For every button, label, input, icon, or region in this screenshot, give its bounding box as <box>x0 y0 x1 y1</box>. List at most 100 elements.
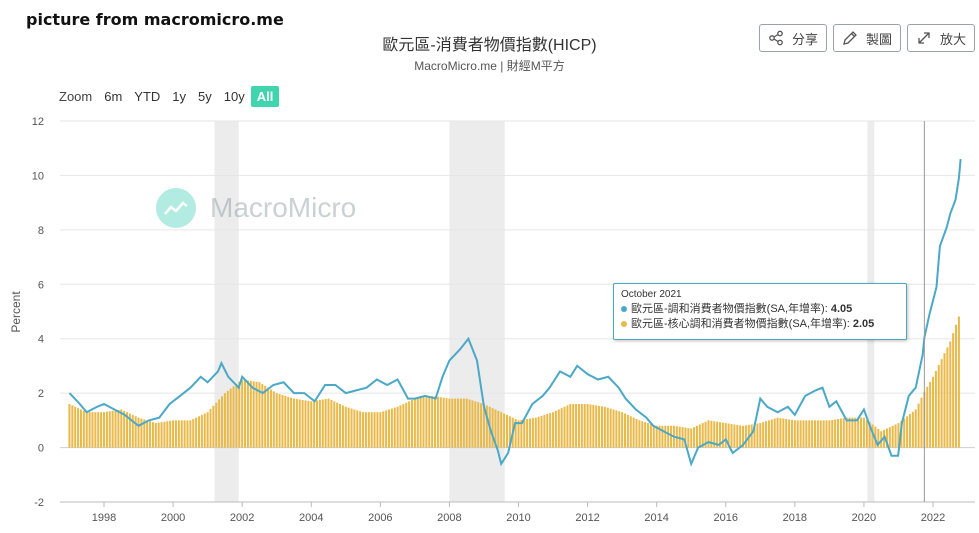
x-tick-label: 2000 <box>161 512 185 524</box>
core-hicp-bar <box>517 420 520 448</box>
core-hicp-bar <box>701 423 704 448</box>
core-hicp-bar <box>396 406 399 448</box>
core-hicp-bar <box>505 414 508 448</box>
core-hicp-bar <box>851 417 854 448</box>
core-hicp-bar <box>520 419 523 448</box>
core-hicp-bar <box>287 396 290 448</box>
core-hicp-bar <box>410 399 414 448</box>
y-tick-label: 12 <box>32 116 44 128</box>
core-hicp-bar <box>111 410 114 448</box>
core-hicp-bar <box>252 381 255 448</box>
core-hicp-bar <box>485 405 488 448</box>
core-hicp-bar <box>606 407 609 448</box>
core-hicp-bar <box>822 420 825 448</box>
core-hicp-bar <box>644 422 647 448</box>
watermark-text: MacroMicro <box>210 192 357 223</box>
core-hicp-bar <box>393 407 396 448</box>
core-hicp-bar <box>474 401 477 448</box>
core-hicp-bar <box>465 398 468 448</box>
core-hicp-bar <box>169 420 172 448</box>
core-hicp-bar <box>471 400 474 448</box>
core-hicp-bar <box>684 427 687 448</box>
range-button-all[interactable]: All <box>250 86 280 107</box>
core-hicp-bar <box>831 419 834 448</box>
core-hicp-bar <box>275 393 278 448</box>
tooltip-date: October 2021 <box>621 289 682 300</box>
core-hicp-bar <box>218 399 221 448</box>
core-hicp-bar <box>857 417 860 448</box>
core-hicp-bar <box>131 414 134 448</box>
core-hicp-bar <box>382 411 385 448</box>
core-hicp-bar <box>128 413 131 448</box>
core-hicp-bar <box>390 408 393 448</box>
y-tick-label: -2 <box>34 497 44 509</box>
core-hicp-bar <box>459 398 462 448</box>
range-button-5y[interactable]: 5y <box>198 89 212 104</box>
core-hicp-bar <box>767 420 770 448</box>
core-hicp-bar <box>678 426 681 448</box>
core-hicp-bar <box>367 412 370 448</box>
core-hicp-bar <box>151 422 154 448</box>
core-hicp-bar <box>894 424 897 448</box>
core-hicp-bar <box>802 420 805 448</box>
core-hicp-bar <box>255 381 258 448</box>
tooltip-series-label: 歐元區-核心調和消費者物價指數(SA,年增率): <box>631 318 853 330</box>
core-hicp-bar <box>931 376 935 448</box>
core-hicp-bar <box>707 420 710 448</box>
core-hicp-bar <box>451 398 454 448</box>
core-hicp-bar <box>514 418 517 448</box>
core-hicp-bar <box>837 418 840 448</box>
range-button-1y[interactable]: 1y <box>172 89 187 104</box>
core-hicp-bar <box>661 425 664 448</box>
core-hicp-bar <box>811 420 814 448</box>
core-hicp-bar <box>687 428 690 448</box>
range-button-6m[interactable]: 6m <box>104 89 123 104</box>
core-hicp-bar <box>655 425 658 448</box>
core-hicp-bar <box>163 421 166 448</box>
core-hicp-bar <box>632 417 635 448</box>
core-hicp-bar <box>949 341 952 448</box>
core-hicp-bar <box>126 412 129 448</box>
core-hicp-bar <box>537 416 540 448</box>
core-hicp-bar <box>166 421 169 448</box>
core-hicp-bar <box>603 406 606 448</box>
core-hicp-bar <box>347 407 350 448</box>
core-hicp-bar <box>209 409 212 448</box>
core-hicp-bar <box>693 427 696 448</box>
core-hicp-bar <box>554 410 557 448</box>
core-hicp-bar <box>854 417 857 448</box>
y-tick-label: 0 <box>38 443 44 455</box>
core-hicp-bar <box>908 414 911 448</box>
series-line-hicp <box>68 159 962 467</box>
core-hicp-bar <box>730 423 733 448</box>
core-hicp-bar <box>74 406 77 448</box>
tooltip-series-value: 4.05 <box>830 303 853 315</box>
x-tick-label: 2008 <box>437 512 461 524</box>
core-hicp-bar <box>583 404 586 448</box>
core-hicp-bar <box>480 403 483 448</box>
zoom-button[interactable]: 放大 <box>906 24 975 52</box>
core-hicp-bar <box>667 425 670 448</box>
core-hicp-bar <box>186 420 189 448</box>
core-hicp-bar <box>336 402 339 448</box>
core-hicp-bar <box>543 414 546 448</box>
core-hicp-bar <box>108 411 111 448</box>
core-hicp-bar <box>195 417 198 448</box>
core-hicp-bar <box>206 412 209 448</box>
core-hicp-bar <box>782 418 785 448</box>
core-hicp-bar <box>333 401 336 448</box>
core-hicp-bar <box>724 423 727 448</box>
range-button-ytd[interactable]: YTD <box>134 89 161 104</box>
core-hicp-bar <box>770 419 773 448</box>
share-button[interactable]: 分享 <box>758 24 827 52</box>
core-hicp-bar <box>235 384 238 448</box>
x-tick-label: 2016 <box>714 512 738 524</box>
core-hicp-bar <box>304 400 307 448</box>
core-hicp-bar <box>704 421 707 448</box>
core-hicp-bar <box>839 418 842 448</box>
core-hicp-bar <box>952 333 955 448</box>
draw-button[interactable]: 製圖 <box>832 24 901 52</box>
range-button-10y[interactable]: 10y <box>223 89 245 104</box>
core-hicp-bar <box>399 405 402 448</box>
